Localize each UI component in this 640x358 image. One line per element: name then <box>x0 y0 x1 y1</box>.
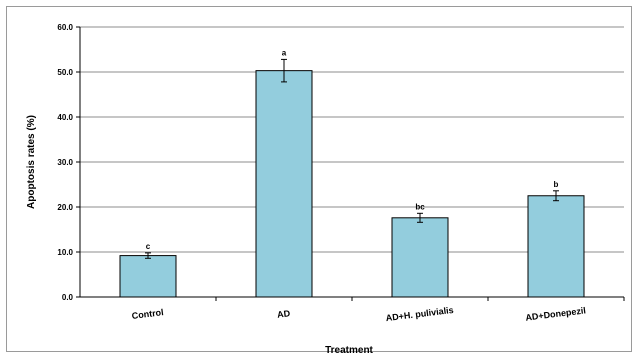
y-tick-label: 60.0 <box>57 23 73 32</box>
category-label: AD <box>277 308 292 320</box>
x-axis-title: Treatment <box>325 345 373 356</box>
category-label: Control <box>131 307 164 321</box>
category-labels: Control AD AD+H. pulivialis AD+Donepezil <box>131 305 586 323</box>
axes <box>76 26 625 301</box>
bar <box>391 217 449 298</box>
category-label: AD+Donepezil <box>525 305 587 322</box>
bar <box>119 255 177 298</box>
y-tick-label: 50.0 <box>57 68 73 77</box>
category-label: AD+H. pulivialis <box>385 305 454 323</box>
significance-label: b <box>554 180 559 189</box>
bars: c a bc b <box>119 48 585 298</box>
y-tick-label: 30.0 <box>57 158 73 167</box>
significance-label: c <box>146 242 151 251</box>
y-tick-label: 0.0 <box>62 293 74 302</box>
y-tick-label: 10.0 <box>57 248 73 257</box>
y-axis-title: Apoptosis rates (%) <box>26 115 37 209</box>
y-tick-label: 40.0 <box>57 113 73 122</box>
bar <box>255 70 313 298</box>
y-tick-label: 20.0 <box>57 203 73 212</box>
bar <box>527 195 585 298</box>
y-tick-labels: 0.0 10.0 20.0 30.0 40.0 50.0 60.0 <box>57 23 73 302</box>
significance-label: bc <box>415 202 425 211</box>
significance-label: a <box>282 48 287 57</box>
